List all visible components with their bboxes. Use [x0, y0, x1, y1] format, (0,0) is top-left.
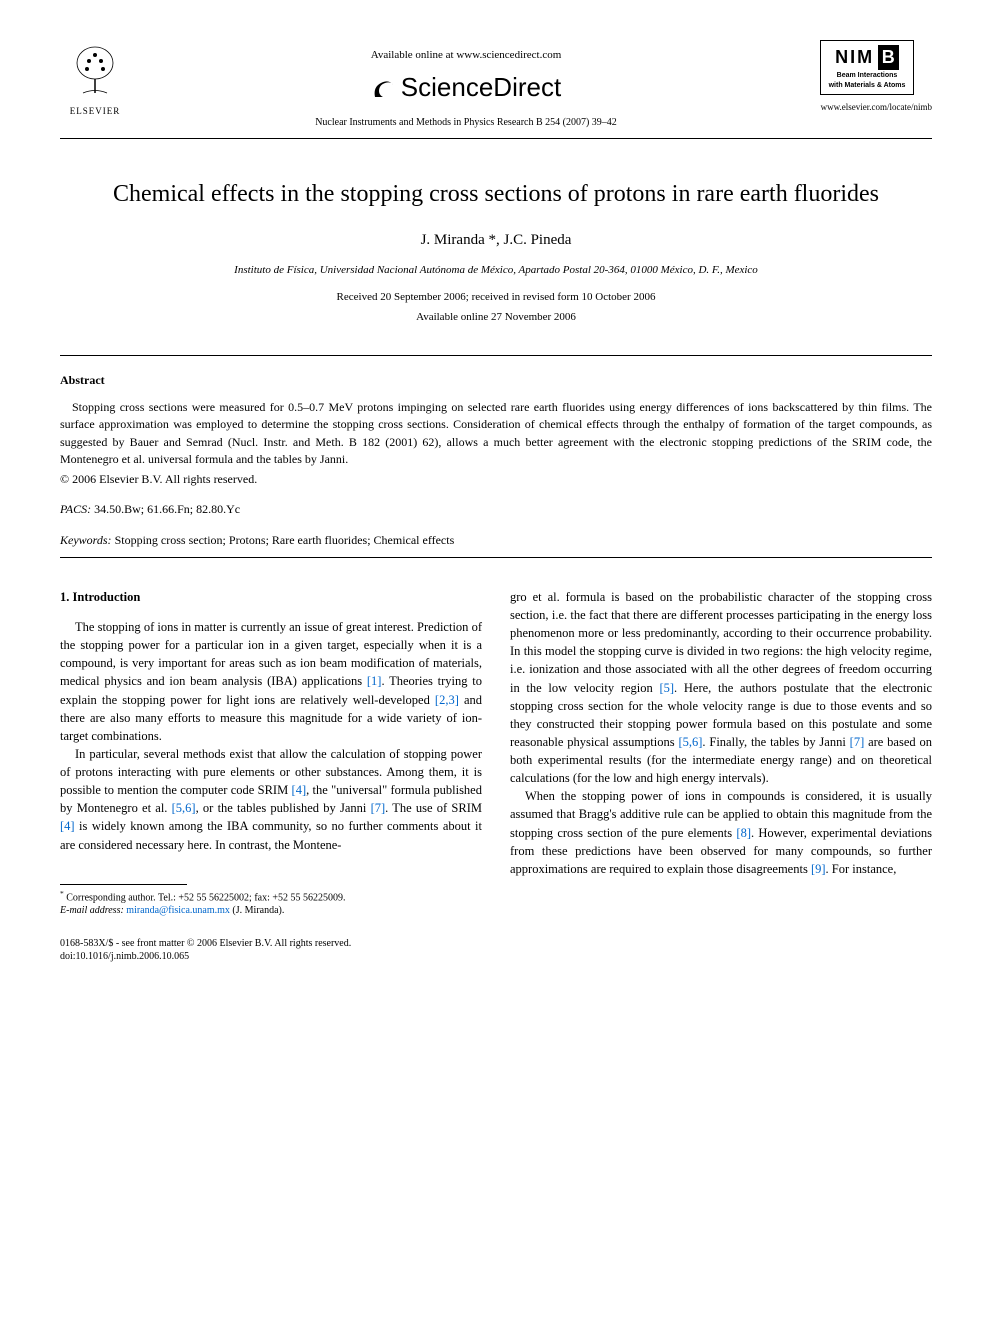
- keywords-text: Stopping cross section; Protons; Rare ea…: [115, 533, 455, 547]
- sciencedirect-label: ScienceDirect: [401, 69, 561, 105]
- elsevier-tree-icon: [65, 43, 125, 103]
- keywords-line: Keywords: Stopping cross section; Proton…: [60, 532, 932, 549]
- pacs-label: PACS:: [60, 502, 91, 516]
- nimb-logo: NIM B Beam Interactions with Materials &…: [820, 40, 915, 95]
- center-header: Available online at www.sciencedirect.co…: [130, 40, 802, 130]
- abstract-heading: Abstract: [60, 372, 932, 389]
- abstract-copyright: © 2006 Elsevier B.V. All rights reserved…: [60, 471, 932, 488]
- sciencedirect-icon: [371, 75, 397, 101]
- intro-para-3: When the stopping power of ions in compo…: [510, 787, 932, 878]
- elsevier-label: ELSEVIER: [70, 105, 121, 118]
- corresponding-author-footnote: * Corresponding author. Tel.: +52 55 562…: [60, 889, 482, 904]
- journal-reference: Nuclear Instruments and Methods in Physi…: [130, 116, 802, 130]
- header-row: ELSEVIER Available online at www.science…: [60, 40, 932, 130]
- front-matter-line: 0168-583X/$ - see front matter © 2006 El…: [60, 937, 932, 950]
- available-online-text: Available online at www.sciencedirect.co…: [130, 48, 802, 63]
- pacs-line: PACS: 34.50.Bw; 61.66.Fn; 82.80.Yc: [60, 501, 932, 518]
- keywords-label: Keywords:: [60, 533, 112, 547]
- ref-link-5[interactable]: [5]: [659, 681, 674, 695]
- email-link[interactable]: miranda@fisica.unam.mx: [126, 905, 230, 916]
- elsevier-logo: ELSEVIER: [60, 40, 130, 120]
- ref-link-1[interactable]: [1]: [367, 674, 382, 688]
- footnote-divider: [60, 884, 187, 885]
- abstract-top-divider: [60, 355, 932, 356]
- email-name: (J. Miranda).: [232, 905, 284, 916]
- email-label: E-mail address:: [60, 905, 124, 916]
- intro-para-2: In particular, several methods exist tha…: [60, 745, 482, 854]
- ref-link-4a[interactable]: [4]: [292, 783, 307, 797]
- received-date: Received 20 September 2006; received in …: [60, 290, 932, 305]
- doi-line: doi:10.1016/j.nimb.2006.10.065: [60, 950, 932, 963]
- nimb-sub1: Beam Interactions: [829, 72, 906, 80]
- authors: J. Miranda *, J.C. Pineda: [60, 230, 932, 251]
- article-title: Chemical effects in the stopping cross s…: [100, 179, 892, 210]
- abstract-text: Stopping cross sections were measured fo…: [60, 399, 932, 469]
- nimb-b-text: B: [878, 45, 899, 70]
- nimb-logo-box: NIM B Beam Interactions with Materials &…: [802, 40, 932, 113]
- body-columns: 1. Introduction The stopping of ions in …: [60, 588, 932, 917]
- nimb-sub2: with Materials & Atoms: [829, 82, 906, 90]
- ref-link-2-3[interactable]: [2,3]: [435, 693, 459, 707]
- ref-link-7b[interactable]: [7]: [850, 735, 865, 749]
- email-footnote: E-mail address: miranda@fisica.unam.mx (…: [60, 904, 482, 917]
- journal-url: www.elsevier.com/locate/nimb: [802, 101, 932, 114]
- intro-para-2-cont: gro et al. formula is based on the proba…: [510, 588, 932, 787]
- affiliation: Instituto de Física, Universidad Naciona…: [60, 263, 932, 278]
- ref-link-5-6b[interactable]: [5,6]: [678, 735, 702, 749]
- ref-link-8[interactable]: [8]: [736, 826, 751, 840]
- abstract-bottom-divider: [60, 557, 932, 558]
- intro-para-1: The stopping of ions in matter is curren…: [60, 618, 482, 745]
- bottom-info: 0168-583X/$ - see front matter © 2006 El…: [60, 937, 932, 963]
- ref-link-9[interactable]: [9]: [811, 862, 826, 876]
- left-column: 1. Introduction The stopping of ions in …: [60, 588, 482, 917]
- sciencedirect-row: ScienceDirect: [130, 69, 802, 105]
- intro-heading: 1. Introduction: [60, 588, 482, 606]
- ref-link-7a[interactable]: [7]: [371, 801, 386, 815]
- available-date: Available online 27 November 2006: [60, 310, 932, 325]
- pacs-codes: 34.50.Bw; 61.66.Fn; 82.80.Yc: [94, 502, 240, 516]
- right-column: gro et al. formula is based on the proba…: [510, 588, 932, 917]
- header-divider: [60, 138, 932, 139]
- ref-link-5-6a[interactable]: [5,6]: [172, 801, 196, 815]
- ref-link-4b[interactable]: [4]: [60, 819, 75, 833]
- nimb-main-text: NIM: [835, 47, 874, 67]
- abstract-section: Abstract Stopping cross sections were me…: [60, 372, 932, 487]
